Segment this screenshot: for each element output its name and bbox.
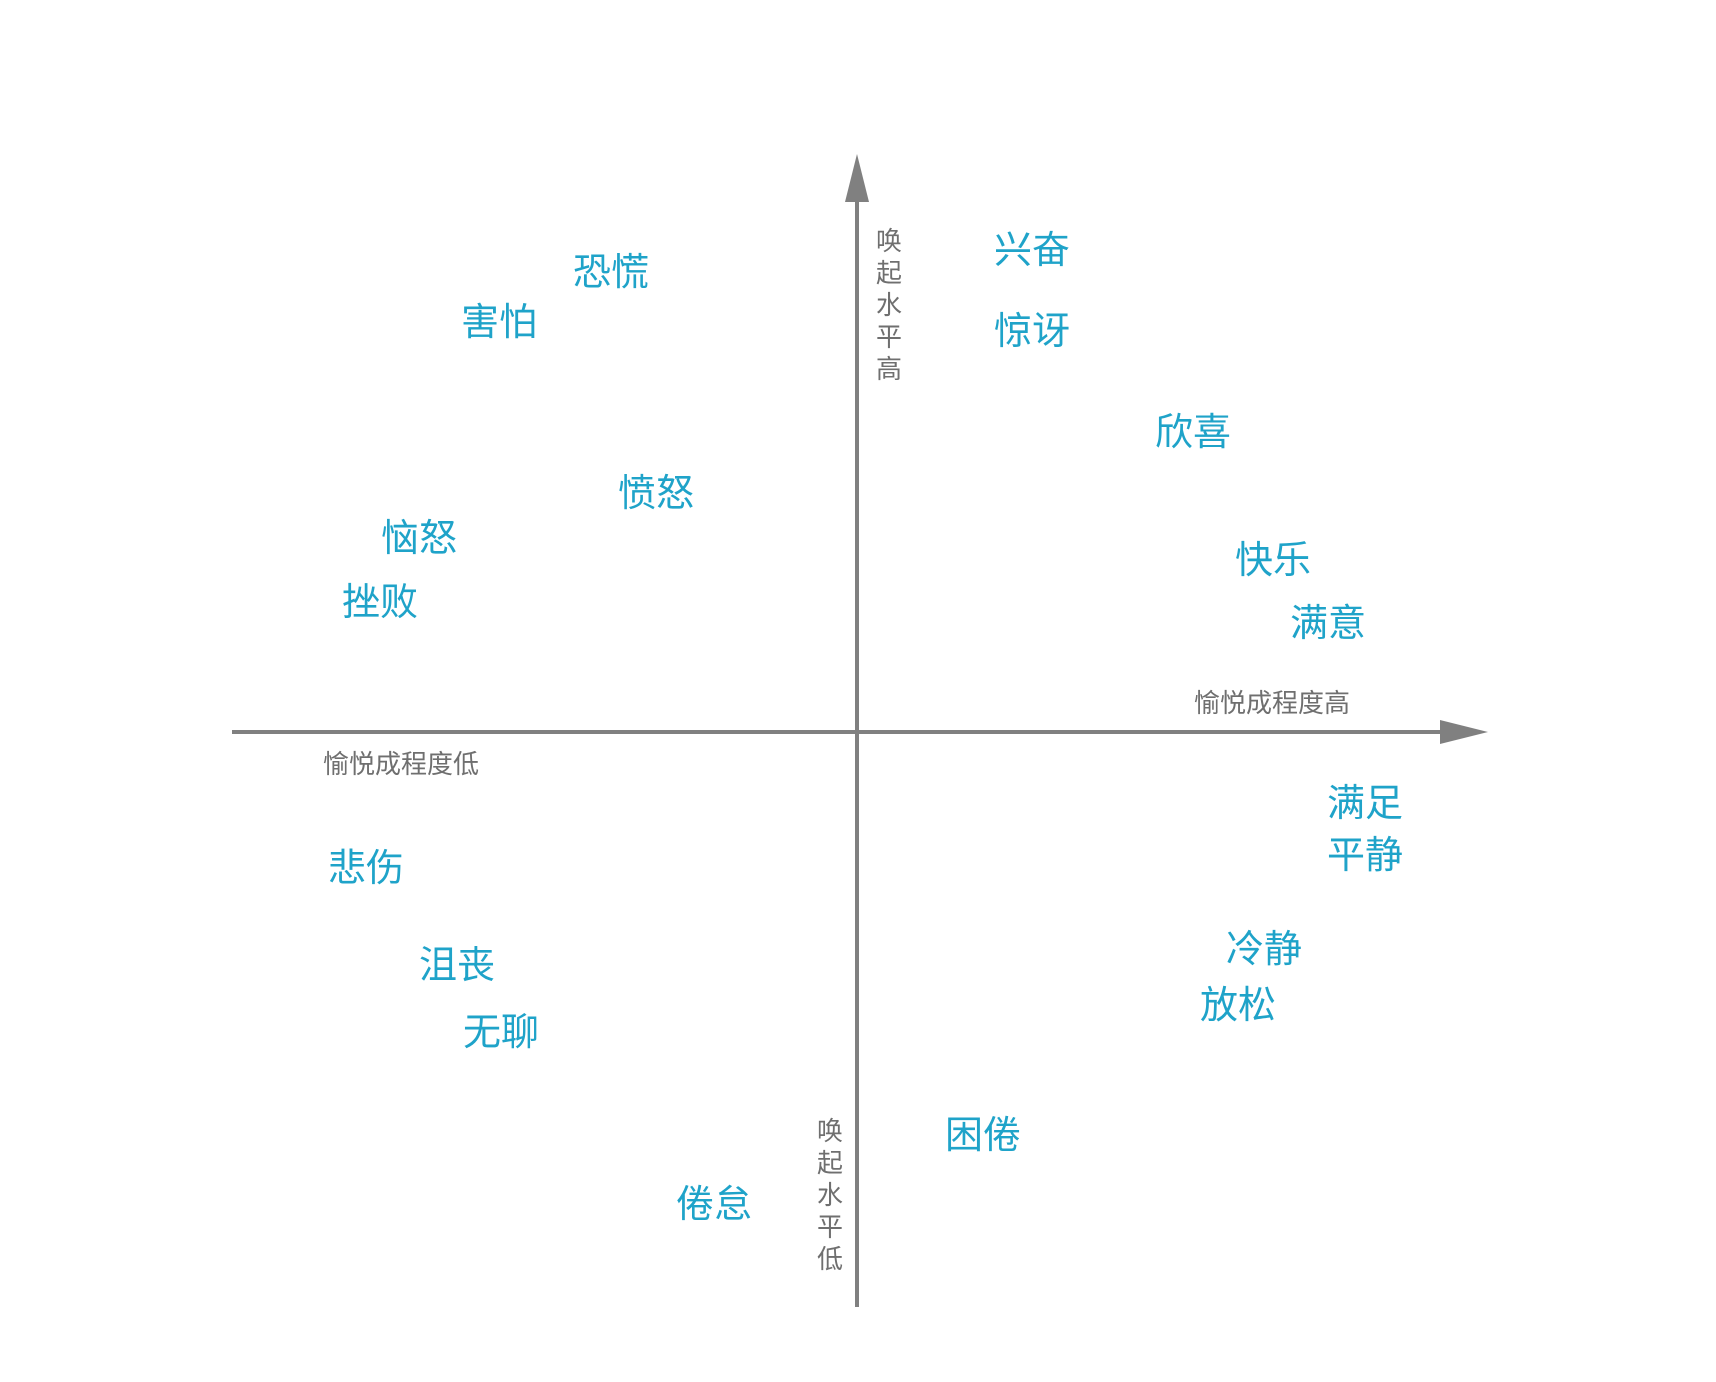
emotion-frustrated: 挫败 — [342, 580, 418, 624]
horizontal-axis-arrowhead — [1440, 720, 1488, 744]
emotion-excited: 兴奋 — [994, 228, 1070, 272]
emotion-tired: 倦怠 — [676, 1182, 752, 1226]
arousal-high-label: 唤起水平高 — [876, 227, 902, 385]
emotion-sleepy: 困倦 — [945, 1113, 1021, 1157]
axes — [232, 154, 1488, 1307]
emotion-pleased: 满意 — [1290, 601, 1366, 645]
emotion-annoyed: 恼怒 — [381, 516, 457, 560]
emotion-delighted: 欣喜 — [1155, 410, 1231, 454]
emotion-sad: 悲伤 — [328, 846, 404, 890]
pleasure-high-label: 愉悦成程度高 — [1194, 689, 1350, 719]
emotion-angry: 愤怒 — [618, 471, 694, 515]
emotion-serene: 平静 — [1327, 833, 1403, 877]
vertical-axis-arrowhead — [845, 154, 869, 202]
emotion-surprised: 惊讶 — [994, 309, 1070, 353]
axis-labels: 唤起水平高 唤起水平低 愉悦成程度高 愉悦成程度低 — [323, 227, 1350, 1275]
emotion-afraid: 害怕 — [461, 300, 537, 344]
arousal-low-label: 唤起水平低 — [817, 1117, 843, 1275]
emotion-depressed: 沮丧 — [419, 943, 495, 987]
emotion-labels: 兴奋 惊讶 欣喜 快乐 满意 恐慌 害怕 愤怒 恼怒 挫败 满足 平静 冷静 放… — [328, 228, 1403, 1226]
emotion-relaxed: 放松 — [1200, 983, 1276, 1027]
pleasure-low-label: 愉悦成程度低 — [323, 750, 479, 780]
emotion-content: 满足 — [1327, 781, 1403, 825]
emotion-panic: 恐慌 — [573, 250, 649, 294]
emotion-happy: 快乐 — [1235, 538, 1311, 582]
emotion-bored: 无聊 — [463, 1010, 539, 1054]
emotion-calm: 冷静 — [1226, 927, 1302, 971]
